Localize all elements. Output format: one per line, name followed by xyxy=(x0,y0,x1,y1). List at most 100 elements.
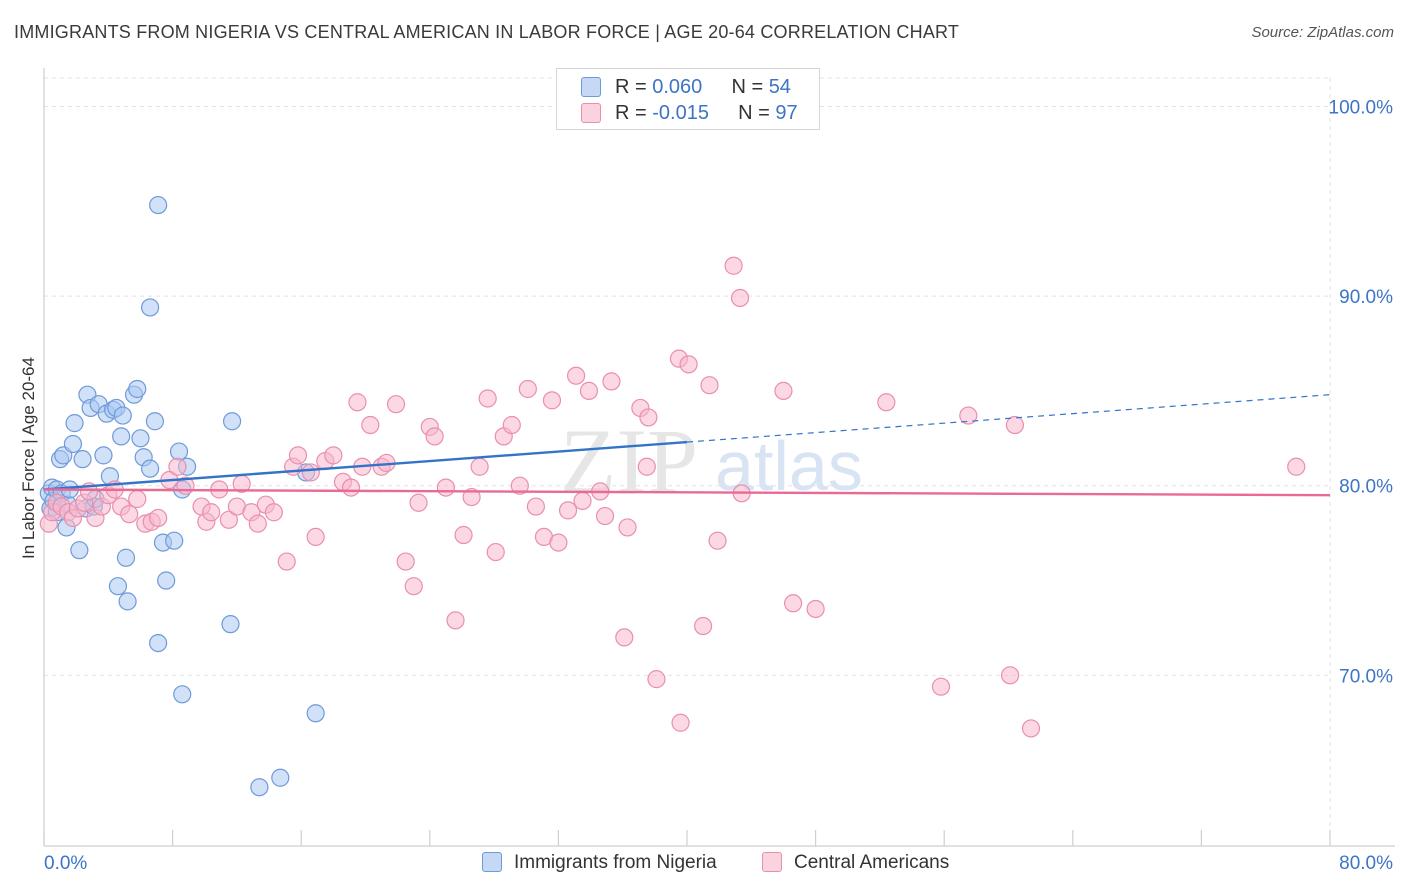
central-legend-swatch xyxy=(762,852,782,872)
chart-title: IMMIGRANTS FROM NIGERIA VS CENTRAL AMERI… xyxy=(14,22,960,42)
central-american-point xyxy=(639,408,658,427)
central-american-trend-line xyxy=(43,488,1331,497)
nigeria-point xyxy=(222,412,242,431)
nigeria-point xyxy=(131,429,150,448)
central-american-point xyxy=(288,446,308,465)
y-tick-label: 90.0% xyxy=(1339,287,1393,308)
central-american-point xyxy=(1001,666,1020,685)
central-american-point xyxy=(566,366,586,385)
central-american-point xyxy=(1021,719,1041,738)
central-american-point xyxy=(549,533,568,552)
central-american-point xyxy=(595,506,615,526)
central-american-point xyxy=(647,670,666,689)
central-american-point xyxy=(783,594,803,613)
central-american-point xyxy=(202,503,221,522)
nigeria-point xyxy=(73,450,92,469)
central-american-point xyxy=(724,256,743,275)
r-value: 0.060 xyxy=(652,76,703,98)
nigeria-point xyxy=(221,615,240,634)
central-american-point xyxy=(637,457,656,476)
central-american-point xyxy=(425,427,444,446)
central-american-point xyxy=(693,616,713,636)
central-american-point xyxy=(446,611,465,630)
nigeria-point xyxy=(70,541,89,560)
r-value: -0.015 xyxy=(652,102,709,124)
central-american-point xyxy=(959,406,978,425)
central-american-point xyxy=(341,478,361,497)
x-tick-label-min: 0.0% xyxy=(44,853,87,874)
central-american-point xyxy=(931,677,951,696)
nigeria-point xyxy=(112,427,131,446)
central-american-point xyxy=(671,713,690,732)
legend-label-central: Central Americans xyxy=(794,852,950,873)
central-american-point xyxy=(324,446,343,465)
central-american-point xyxy=(602,372,621,391)
central-american-point xyxy=(409,493,428,512)
nigeria-point xyxy=(108,577,128,596)
central-american-point xyxy=(219,510,238,529)
central-american-point xyxy=(573,491,592,510)
r-label: R = xyxy=(615,76,653,98)
nigeria-point xyxy=(65,414,84,433)
central-american-point xyxy=(149,508,168,528)
nigeria-point xyxy=(149,195,168,215)
central-american-point xyxy=(1287,457,1306,476)
y-tick-label: 80.0% xyxy=(1339,477,1393,498)
central-american-point xyxy=(306,527,325,547)
central-american-point xyxy=(248,514,267,533)
central-american-point xyxy=(542,391,562,410)
nigeria-point xyxy=(145,412,165,431)
x-tick-label-max: 80.0% xyxy=(1339,853,1393,874)
nigeria-point xyxy=(63,434,83,454)
central-american-point xyxy=(264,503,283,522)
nigeria-point xyxy=(173,685,192,704)
central-american-point xyxy=(436,478,455,497)
source-label: Source: ZipAtlas.com xyxy=(1251,24,1394,41)
nigeria-point xyxy=(128,379,147,399)
central-american-point xyxy=(708,531,727,550)
central-american-point xyxy=(478,389,497,408)
trend-lines xyxy=(43,394,1331,497)
tick-labels: 70.0% 80.0% 90.0% 100.0% 0.0% 80.0% xyxy=(44,97,1393,874)
nigeria-point xyxy=(306,704,325,723)
central-american-point xyxy=(877,393,896,412)
nigeria-point xyxy=(149,633,168,653)
central-american-point xyxy=(615,628,634,647)
central-american-point xyxy=(386,395,406,414)
central-american-point xyxy=(168,457,187,476)
central-american-point xyxy=(470,457,489,476)
nigeria-point xyxy=(140,298,160,317)
central-american-point xyxy=(558,501,578,520)
central-american-point xyxy=(486,542,505,562)
central-american-point xyxy=(1005,415,1025,435)
y-tick-label: 100.0% xyxy=(1329,97,1394,118)
nigeria-point xyxy=(271,768,290,787)
central-american-point xyxy=(277,552,296,571)
legend-item-nigeria: Immigrants from Nigeria xyxy=(482,852,717,874)
central-american-point xyxy=(679,355,698,374)
central-american-point xyxy=(502,415,521,435)
central-american-point xyxy=(462,487,481,507)
central-american-point xyxy=(361,415,380,435)
nigeria-legend-swatch xyxy=(482,852,502,872)
central-american-point xyxy=(454,525,473,545)
nigeria-point xyxy=(94,446,113,465)
central-american-point xyxy=(128,489,147,509)
nigeria-point xyxy=(165,531,184,550)
central-american-point xyxy=(579,381,599,400)
n-label: N = xyxy=(731,76,769,98)
nigeria-point xyxy=(113,406,132,425)
central-american-point xyxy=(618,518,637,537)
central-american-point xyxy=(396,552,415,571)
central-american-point xyxy=(404,577,423,596)
nigeria-trend-extension xyxy=(686,394,1331,443)
nigeria-point xyxy=(157,571,176,590)
central-american-point xyxy=(806,599,825,619)
n-value: 97 xyxy=(775,102,798,124)
central-american-point xyxy=(730,288,750,308)
n-value: 54 xyxy=(768,76,791,98)
central-american-point xyxy=(774,381,793,400)
central-swatch xyxy=(581,103,601,123)
nigeria-point xyxy=(169,442,189,461)
